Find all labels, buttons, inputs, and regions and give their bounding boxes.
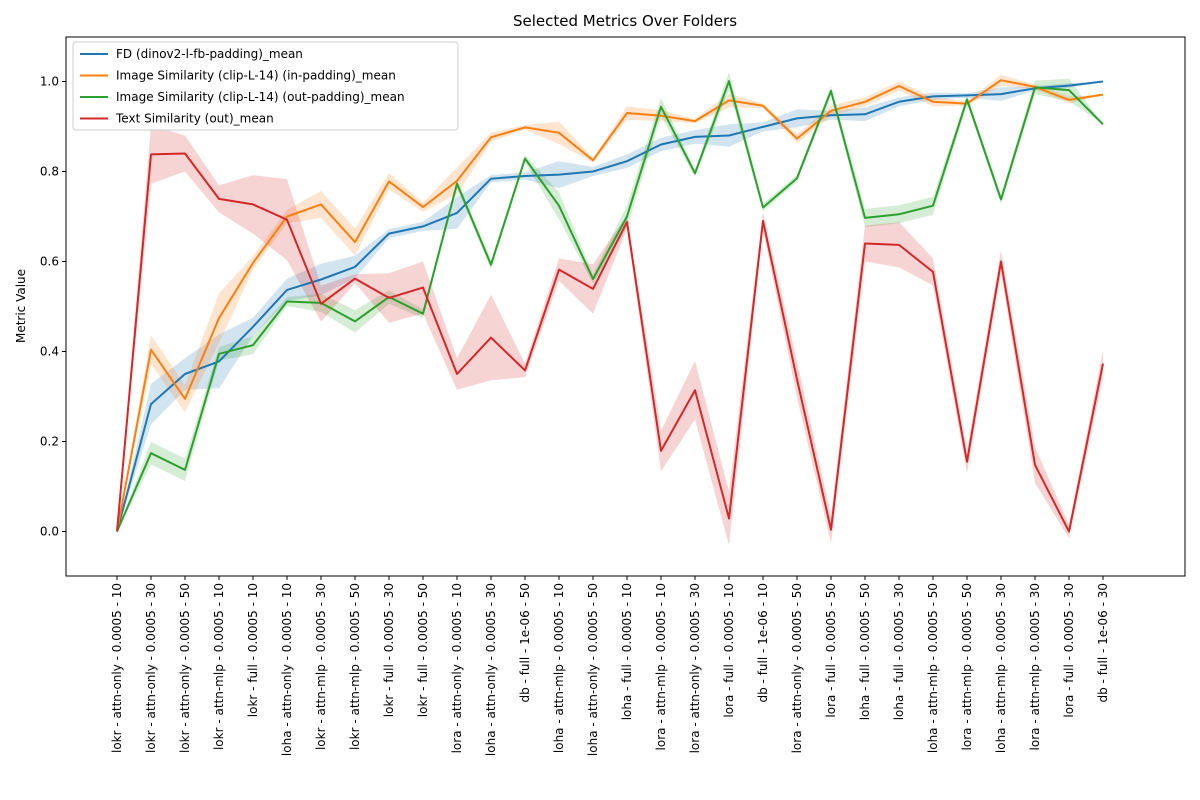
legend-entry-label: FD (dinov2-l-fb-padding)_mean [116,47,303,61]
y-tick-label: 0.8 [40,165,59,179]
x-tick-label: lokr - attn-mlp - 0.0005 - 30 [314,583,328,750]
plot-area-frame [65,36,1186,577]
y-tick-label: 0.0 [40,525,59,539]
x-tick-label: lora - attn-only - 0.0005 - 50 [790,583,804,753]
x-tick-label: db - full - 1e-06 - 10 [756,583,770,703]
series-3-line [116,152,1104,533]
x-tick-label: loha - attn-only - 0.0005 - 50 [586,583,600,756]
x-tick-label: lora - full - 0.0005 - 10 [722,583,736,718]
x-tick-label: loha - full - 0.0005 - 10 [620,583,634,720]
y-tick-label: 0.2 [40,435,59,449]
chart-title: Selected Metrics Over Folders [513,12,737,30]
x-tick-label: lora - full - 0.0005 - 30 [1062,583,1076,718]
x-tick-label: lora - attn-mlp - 0.0005 - 30 [1028,583,1042,750]
x-tick-label: loha - attn-only - 0.0005 - 30 [484,583,498,756]
x-tick-label: lora - attn-mlp - 0.0005 - 10 [654,583,668,750]
legend: FD (dinov2-l-fb-padding)_mean Image Simil… [72,41,459,131]
series-0-band [117,81,1103,532]
series-0-line [116,80,1104,532]
x-tick-label: lokr - attn-only - 0.0005 - 10 [110,583,124,753]
x-tick-label: db - full - 1e-06 - 50 [518,583,532,703]
x-tick-label: loha - full - 0.0005 - 50 [858,583,872,720]
x-tick-label: lokr - full - 0.0005 - 10 [246,583,260,717]
x-tick-label: lokr - full - 0.0005 - 30 [382,583,396,717]
x-tick-label: lora - full - 0.0005 - 50 [824,583,838,718]
x-tick-label: loha - attn-mlp - 0.0005 - 50 [926,583,940,753]
y-axis-label: Metric Value [14,269,28,343]
y-axis: 0.0 0.2 0.4 0.6 0.8 1.0 [40,75,66,539]
series-lines [116,79,1104,533]
legend-entry-label: Image Similarity (clip-L-14) (out-paddin… [116,90,405,104]
x-tick-label: lokr - attn-mlp - 0.0005 - 10 [212,583,226,750]
x-tick-label: loha - full - 0.0005 - 30 [892,583,906,720]
x-tick-label: loha - attn-mlp - 0.0005 - 10 [552,583,566,753]
legend-entry-label: Image Similarity (clip-L-14) (in-padding… [116,69,396,83]
x-axis: lokr - attn-only - 0.0005 - 10 lokr - att… [110,576,1110,756]
x-tick-label: lokr - full - 0.0005 - 50 [416,583,430,717]
x-tick-label: lokr - attn-only - 0.0005 - 50 [178,583,192,753]
series-2-line [116,80,1104,532]
x-tick-label: loha - attn-mlp - 0.0005 - 30 [994,583,1008,753]
legend-box [72,41,459,131]
x-tick-label: lokr - attn-mlp - 0.0005 - 50 [348,583,362,750]
y-tick-label: 1.0 [40,75,59,89]
y-tick-label: 0.4 [40,345,59,359]
y-tick-label: 0.6 [40,255,59,269]
x-tick-label: loha - attn-only - 0.0005 - 10 [280,583,294,756]
series-1-line [116,79,1104,532]
x-tick-label: lora - attn-only - 0.0005 - 30 [688,583,702,753]
legend-entry-label: Text Similarity (out)_mean [115,112,274,126]
x-tick-label: lora - attn-mlp - 0.0005 - 50 [960,583,974,750]
x-tick-label: db - full - 1e-06 - 30 [1096,583,1110,703]
x-tick-label: lora - attn-only - 0.0005 - 10 [450,583,464,753]
x-tick-label: lokr - attn-only - 0.0005 - 30 [144,583,158,753]
